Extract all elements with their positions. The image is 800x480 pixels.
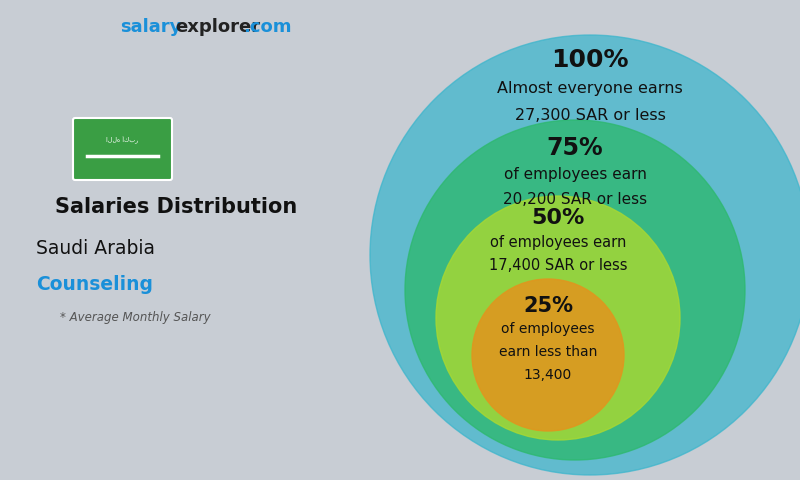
- Text: Salaries Distribution: Salaries Distribution: [55, 197, 298, 217]
- Circle shape: [472, 279, 624, 431]
- Text: .com: .com: [243, 18, 291, 36]
- Text: explorer: explorer: [175, 18, 260, 36]
- Text: salary: salary: [120, 18, 182, 36]
- Text: 13,400: 13,400: [524, 368, 572, 382]
- Text: 17,400 SAR or less: 17,400 SAR or less: [489, 259, 627, 274]
- Circle shape: [370, 35, 800, 475]
- Text: 25%: 25%: [523, 296, 573, 316]
- Text: of employees earn: of employees earn: [503, 167, 646, 181]
- Text: Saudi Arabia: Saudi Arabia: [35, 239, 154, 257]
- Text: Counseling: Counseling: [37, 276, 154, 295]
- Text: Almost everyone earns: Almost everyone earns: [497, 81, 683, 96]
- Circle shape: [436, 196, 680, 440]
- Text: earn less than: earn less than: [499, 345, 597, 359]
- Text: * Average Monthly Salary: * Average Monthly Salary: [60, 312, 210, 324]
- Text: 50%: 50%: [531, 208, 585, 228]
- Text: of employees: of employees: [502, 322, 594, 336]
- Text: الله أكبر: الله أكبر: [106, 137, 138, 144]
- Text: 100%: 100%: [551, 48, 629, 72]
- Text: of employees earn: of employees earn: [490, 235, 626, 250]
- Text: 27,300 SAR or less: 27,300 SAR or less: [514, 108, 666, 123]
- Text: 20,200 SAR or less: 20,200 SAR or less: [503, 192, 647, 207]
- FancyBboxPatch shape: [73, 118, 172, 180]
- Circle shape: [405, 120, 745, 460]
- Text: 75%: 75%: [546, 136, 603, 160]
